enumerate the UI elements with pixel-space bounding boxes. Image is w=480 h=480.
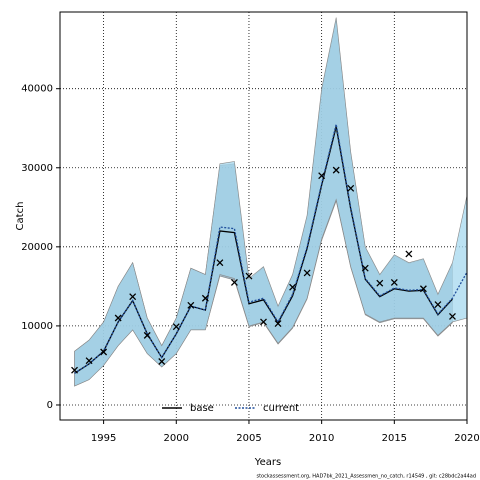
observed-marker — [347, 184, 355, 192]
observed-marker — [419, 285, 427, 293]
y-axis-label: Catch — [15, 202, 26, 231]
x-tick-label: 1995 — [91, 433, 116, 444]
observed-marker — [100, 348, 108, 356]
x-axis-label: Years — [254, 457, 281, 468]
observed-marker — [303, 269, 311, 277]
y-tick-label: 30000 — [21, 163, 53, 174]
footnote: stockassessment.org, HAD7bk_2021_Assessm… — [256, 474, 476, 480]
observed-marker — [216, 259, 224, 267]
x-tick-label: 2010 — [309, 433, 334, 444]
observed-marker — [332, 166, 340, 174]
observed-marker — [71, 366, 78, 374]
observed-marker — [390, 278, 398, 286]
confidence-band — [74, 17, 468, 387]
x-tick-label: 2005 — [236, 433, 261, 444]
observed-marker — [187, 301, 195, 309]
legend-label: base — [190, 403, 214, 414]
legend-label: current — [263, 403, 299, 414]
observed-marker — [260, 318, 267, 326]
observed-marker — [158, 358, 166, 365]
series-line — [74, 124, 468, 374]
x-tick-label: 2020 — [454, 433, 479, 444]
plot-frame — [59, 11, 468, 421]
y-tick-label: 0 — [47, 400, 53, 411]
y-tick-label: 10000 — [21, 321, 53, 332]
y-tick-label: 20000 — [21, 242, 53, 253]
observed-marker — [289, 283, 297, 291]
observed-marker — [172, 323, 180, 331]
observed-marker — [361, 264, 369, 272]
observed-marker — [274, 320, 282, 327]
observed-marker — [114, 314, 122, 322]
series-line — [74, 126, 453, 374]
observed-marker — [449, 312, 456, 320]
x-tick-label: 2000 — [164, 433, 189, 444]
observed-marker — [245, 272, 253, 280]
observed-marker — [230, 278, 238, 286]
observed-marker — [376, 279, 384, 287]
observed-marker — [143, 331, 151, 339]
observed-marker — [129, 293, 137, 301]
observed-marker — [85, 357, 93, 365]
observed-marker — [318, 172, 326, 180]
observed-marker — [434, 301, 442, 309]
observed-marker — [405, 250, 413, 258]
observed-marker — [201, 294, 209, 302]
x-tick-label: 2015 — [382, 433, 407, 444]
y-tick-label: 40000 — [21, 84, 53, 95]
